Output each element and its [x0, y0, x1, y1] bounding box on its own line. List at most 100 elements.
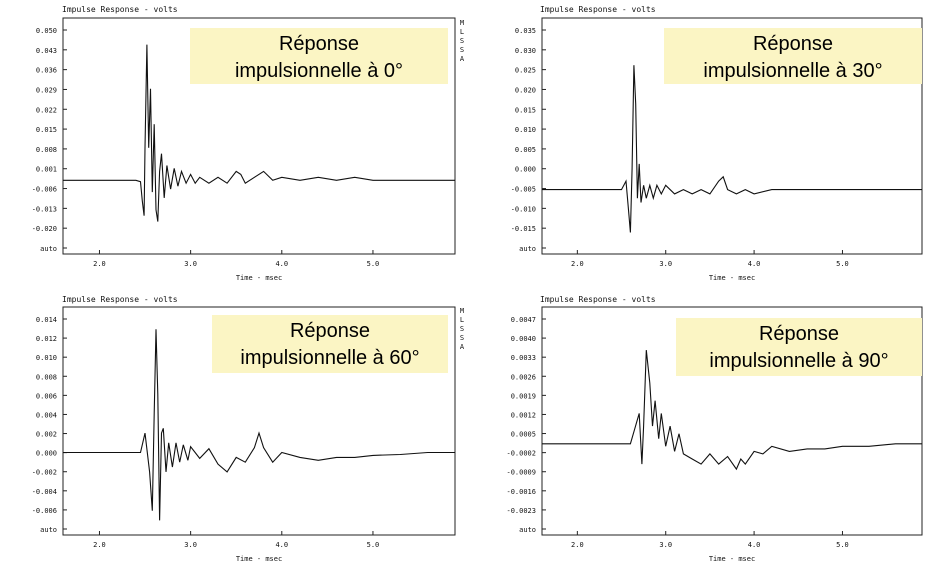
x-tick-label: 3.0 [184, 260, 197, 268]
annotation-line: Réponse [290, 320, 370, 342]
side-letter: S [460, 46, 464, 54]
y-tick-label: 0.008 [36, 373, 57, 381]
y-tick-label: -0.0002 [506, 450, 536, 458]
series-line [63, 329, 455, 521]
y-tick-label: -0.0016 [506, 488, 536, 496]
side-letter: M [460, 19, 464, 27]
x-axis-label: Time - msec [709, 274, 755, 282]
annotation-box [664, 28, 922, 84]
y-tick-label: 0.0019 [511, 392, 536, 400]
y-tick-label: 0.015 [36, 126, 57, 134]
side-letter: L [460, 28, 464, 36]
x-tick-label: 3.0 [184, 541, 197, 549]
x-tick-label: 2.0 [93, 541, 106, 549]
x-tick-label: 5.0 [836, 260, 849, 268]
chart-panel-1: Impulse Response - volts Réponse impulsion… [32, 5, 465, 282]
side-letter: A [460, 343, 465, 351]
y-tick-label: -0.006 [32, 186, 57, 194]
y-tick-label: 0.015 [515, 106, 536, 114]
y-tick-label: 0.035 [515, 27, 536, 35]
annotation-box [676, 318, 922, 376]
annotation-line: impulsionnelle à 0° [235, 60, 403, 82]
x-tick-label: 3.0 [659, 260, 672, 268]
series-line [542, 350, 922, 471]
y-tick-label: -0.006 [32, 507, 57, 515]
y-tick-label: 0.020 [515, 86, 536, 94]
y-tick-label: 0.0012 [511, 411, 536, 419]
y-tick-label: 0.029 [36, 86, 57, 94]
side-letter: M [460, 307, 464, 315]
y-tick-label: -0.015 [511, 225, 536, 233]
y-tick-label: -0.010 [511, 205, 536, 213]
chart-panel-4: Impulse Response - volts Réponse impulsion… [506, 295, 923, 563]
y-tick-label: 0.0033 [511, 354, 536, 362]
y-tick-label: -0.005 [511, 186, 536, 194]
x-tick-label: 4.0 [275, 541, 288, 549]
chart-title: Impulse Response - volts [540, 295, 656, 304]
y-tick-label: 0.043 [36, 47, 57, 55]
chart-panel-3: Impulse Response - volts Réponse impulsion… [32, 295, 465, 563]
chart-title: Impulse Response - volts [540, 5, 656, 14]
y-tick-label: 0.036 [36, 67, 57, 75]
y-tick-label: 0.001 [36, 166, 57, 174]
y-tick-label: 0.002 [36, 431, 57, 439]
annotation-line: impulsionnelle à 90° [709, 350, 888, 372]
x-tick-label: 4.0 [748, 541, 761, 549]
x-tick-label: 5.0 [367, 260, 380, 268]
series-line [542, 65, 922, 233]
annotation-line: Réponse [753, 33, 833, 55]
side-letter: A [460, 55, 465, 63]
y-tick-label: auto [40, 526, 57, 534]
y-tick-label: 0.025 [515, 67, 536, 75]
x-axis-label: Time - msec [709, 555, 755, 563]
annotation-box [212, 315, 448, 373]
side-letter: S [460, 334, 464, 342]
x-axis-label: Time - msec [236, 274, 282, 282]
x-axis-label: Time - msec [236, 555, 282, 563]
y-tick-label: 0.012 [36, 335, 57, 343]
y-tick-label: 0.000 [515, 166, 536, 174]
y-tick-label: auto [40, 245, 57, 253]
annotation-line: Réponse [759, 323, 839, 345]
y-tick-label: -0.0023 [506, 507, 536, 515]
y-tick-label: 0.000 [36, 450, 57, 458]
chart-title: Impulse Response - volts [62, 295, 178, 304]
y-tick-label: 0.006 [36, 392, 57, 400]
annotation-line: impulsionnelle à 60° [240, 347, 419, 369]
y-tick-label: 0.010 [36, 354, 57, 362]
y-tick-label: 0.022 [36, 106, 57, 114]
side-letter: L [460, 316, 464, 324]
y-tick-label: -0.002 [32, 469, 57, 477]
y-tick-label: 0.008 [36, 146, 57, 154]
x-tick-label: 2.0 [571, 541, 584, 549]
y-tick-label: -0.004 [32, 488, 57, 496]
x-tick-label: 2.0 [93, 260, 106, 268]
chart-title: Impulse Response - volts [62, 5, 178, 14]
y-tick-label: 0.050 [36, 27, 57, 35]
x-tick-label: 5.0 [836, 541, 849, 549]
y-tick-label: auto [519, 245, 536, 253]
y-tick-label: 0.014 [36, 316, 57, 324]
side-letter: S [460, 325, 464, 333]
annotation-line: Réponse [279, 33, 359, 55]
y-tick-label: 0.0047 [511, 316, 536, 324]
y-tick-label: -0.013 [32, 205, 57, 213]
x-tick-label: 5.0 [367, 541, 380, 549]
y-tick-label: 0.0005 [511, 431, 536, 439]
chart-panel-2: Impulse Response - volts Réponse impulsion… [511, 5, 923, 282]
annotation-line: impulsionnelle à 30° [703, 60, 882, 82]
y-tick-label: auto [519, 526, 536, 534]
series-line [63, 44, 455, 222]
annotation-box [190, 28, 448, 84]
y-tick-label: 0.010 [515, 126, 536, 134]
x-tick-label: 3.0 [659, 541, 672, 549]
y-tick-label: 0.005 [515, 146, 536, 154]
y-tick-label: -0.0009 [506, 469, 536, 477]
y-tick-label: 0.0040 [511, 335, 536, 343]
y-tick-label: -0.020 [32, 225, 57, 233]
x-tick-label: 2.0 [571, 260, 584, 268]
y-tick-label: 0.0026 [511, 373, 536, 381]
x-tick-label: 4.0 [748, 260, 761, 268]
side-letter: S [460, 37, 464, 45]
